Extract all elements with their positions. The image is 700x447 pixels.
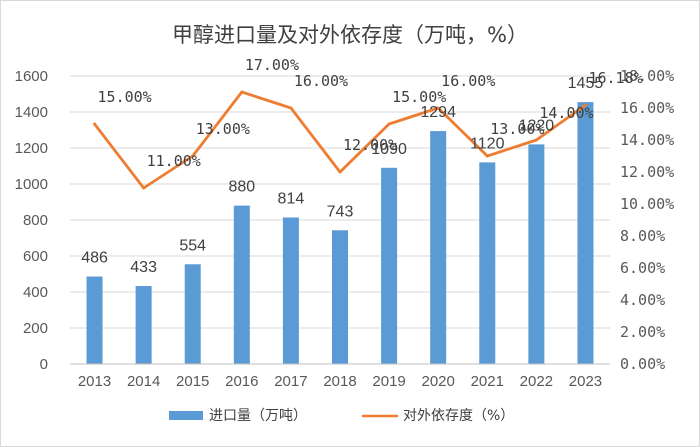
y-right-tick-label: 4.00% [620, 291, 665, 309]
x-tick-label: 2018 [323, 373, 356, 390]
gridlines [70, 75, 610, 329]
legend-bar-label: 进口量（万吨） [209, 408, 307, 424]
bar [233, 205, 250, 364]
bar [577, 102, 594, 364]
bar [332, 230, 348, 364]
y-right-tick-label: 8.00% [620, 227, 665, 245]
x-tick-label: 2016 [225, 373, 258, 390]
line-value-label: 15.00% [392, 88, 446, 106]
x-tick-label: 2023 [569, 373, 602, 390]
line-series [93, 90, 587, 190]
line-point [240, 90, 244, 94]
x-tick-label: 2013 [78, 373, 111, 390]
x-tick-label: 2020 [421, 373, 454, 390]
bar-value-label: 1120 [470, 135, 505, 152]
line-value-label: 15.00% [98, 88, 152, 106]
line-value-label: 16.00% [441, 72, 495, 90]
line-point [387, 122, 391, 126]
y-left-tick-label: 0 [40, 356, 48, 373]
y-left-tick-label: 200 [23, 320, 48, 337]
bar [528, 144, 545, 364]
x-tick-label: 2017 [274, 373, 307, 390]
line-point [289, 106, 293, 110]
bar-value-label: 814 [278, 190, 305, 207]
bar-value-label: 1455 [568, 75, 604, 92]
line-point [93, 122, 97, 126]
bar-value-label: 880 [228, 179, 255, 196]
line-value-label: 16.00% [294, 72, 348, 90]
legend: 进口量（万吨） 对外依存度（%） [169, 408, 514, 424]
bar-value-label: 433 [130, 259, 157, 276]
line-point [142, 186, 146, 190]
bar [430, 131, 447, 364]
y-left-tick-label: 1000 [15, 176, 48, 193]
chart-title: 甲醇进口量及对外依存度（万吨，%） [172, 23, 528, 47]
data-labels: 486 433 554 880 814 743 1090 1294 1120 1220 1455 15… [81, 56, 642, 276]
bar [381, 167, 398, 364]
bar-value-label: 486 [81, 250, 108, 267]
y-right-tick-label: 16.00% [620, 99, 674, 117]
bar-value-label: 743 [327, 203, 354, 220]
bar-value-label: 1294 [420, 104, 456, 121]
y-left-tick-label: 800 [23, 212, 48, 229]
x-tick-label: 2014 [127, 373, 160, 390]
x-tick-label: 2015 [176, 373, 209, 390]
line-value-label: 17.00% [245, 56, 299, 74]
line-point [338, 170, 342, 174]
y-right-tick-label: 6.00% [620, 259, 665, 277]
bar [479, 162, 496, 364]
y-left-tick-label: 1200 [15, 140, 48, 157]
bar-value-label: 1090 [371, 141, 407, 158]
bar-value-label: 1220 [519, 117, 555, 134]
x-tick-label: 2021 [471, 373, 504, 390]
line-point [534, 138, 538, 142]
y-left-tick-label: 1400 [15, 104, 48, 121]
y-right-tick-label: 12.00% [620, 163, 674, 181]
line-value-label: 13.00% [196, 120, 250, 138]
line-value-label: 12.00% [343, 136, 397, 154]
line-point [436, 106, 440, 110]
x-tick-label: 2019 [372, 373, 405, 390]
bar [135, 286, 152, 364]
x-tick-label: 2022 [520, 373, 553, 390]
y-right-tick-label: 2.00% [620, 323, 665, 341]
bar-value-label: 554 [179, 237, 206, 254]
bar [184, 264, 201, 364]
y-left-tick-label: 400 [23, 284, 48, 301]
y-left-tick-label: 1600 [15, 68, 48, 85]
line-value-label: 11.00% [147, 152, 201, 170]
bar [86, 276, 103, 364]
legend-line-label: 对外依存度（%） [403, 408, 514, 424]
line-point [191, 154, 195, 158]
y-right-tick-label: 0.00% [620, 355, 665, 373]
bar [282, 217, 299, 364]
y-right-tick-label: 10.00% [620, 195, 674, 213]
line-value-label: 16.18% [588, 69, 642, 87]
y-left-tick-label: 600 [23, 248, 48, 265]
bar-series [86, 102, 594, 364]
line-point [485, 154, 489, 158]
axes: 0 200 400 600 800 1000 1200 1400 1600 0.00% 2.00% 4… [15, 67, 675, 390]
legend-bar-swatch [169, 411, 203, 420]
y-right-tick-label: 14.00% [620, 131, 674, 149]
y-right-tick-label: 18.00% [620, 67, 674, 85]
line-point [583, 103, 587, 107]
line-value-label: 13.00% [490, 120, 544, 138]
line-value-label: 14.00% [539, 104, 593, 122]
